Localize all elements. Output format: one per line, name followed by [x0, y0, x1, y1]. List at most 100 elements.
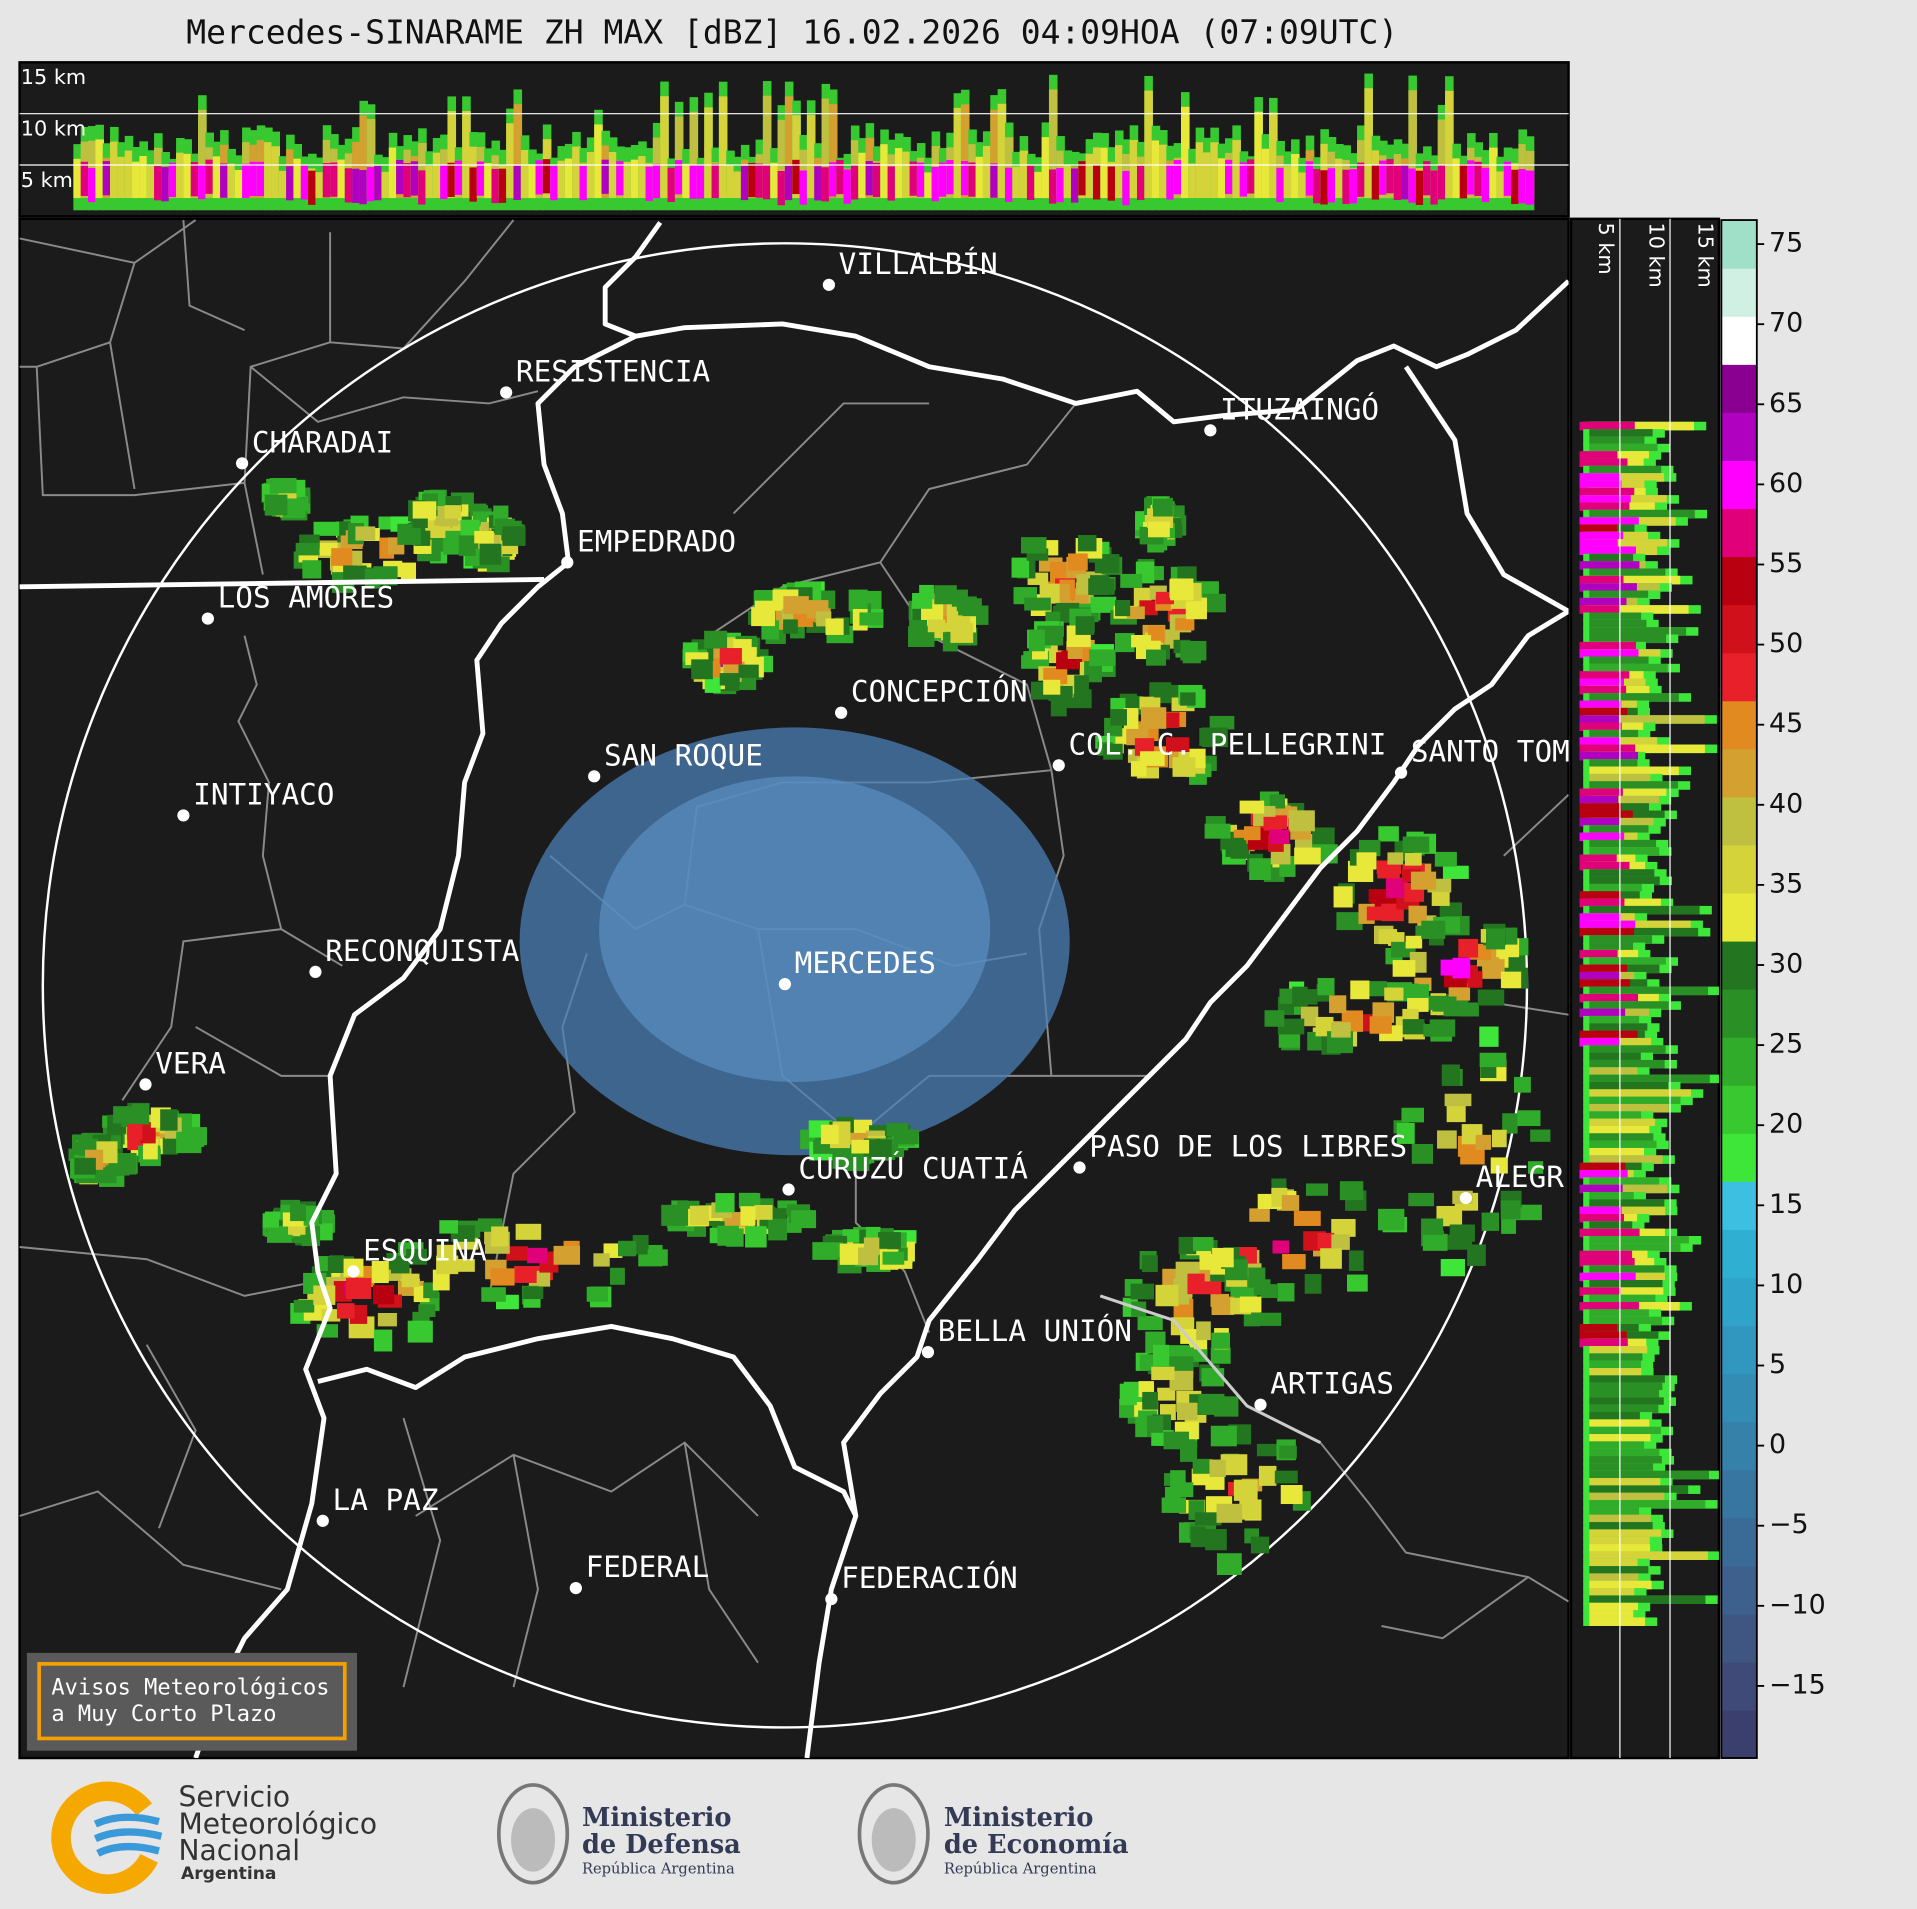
echo-cell [269, 478, 297, 494]
echo-cell [1169, 1370, 1194, 1391]
colorbar-band [1721, 460, 1757, 510]
echo-cell [689, 1205, 710, 1226]
echo-column [396, 159, 405, 195]
city-label: LA PAZ [333, 1483, 439, 1517]
echo-cell [514, 1266, 537, 1283]
colorbar-band [1721, 1325, 1757, 1375]
echo-column [1408, 168, 1417, 203]
echo-column [88, 167, 97, 203]
echo-column [608, 152, 618, 199]
echo-column [176, 152, 185, 199]
echo-cell [1269, 829, 1290, 845]
echo-column [278, 170, 288, 199]
echo-column [557, 160, 567, 199]
echo-column [271, 146, 280, 199]
echo-row [1589, 1096, 1681, 1106]
echo-cell [704, 630, 728, 649]
echo-row [1589, 744, 1705, 754]
echo-cell [848, 589, 868, 612]
echo-cell [1170, 1470, 1186, 1491]
echo-cell [1178, 1236, 1197, 1255]
colorbar-band [1721, 1421, 1757, 1471]
echo-row [1589, 1390, 1660, 1399]
echo-column [806, 114, 816, 199]
echo-column [381, 171, 391, 199]
echo-column [1393, 165, 1403, 201]
echo-row [1589, 1346, 1648, 1355]
colorbar-band [1721, 1661, 1757, 1711]
colorbar-band [1721, 1181, 1757, 1230]
echo-row [1589, 605, 1689, 614]
city-label: VILLALBÍN [839, 246, 998, 281]
echo-row [1589, 1294, 1656, 1304]
echo-row [1589, 1353, 1643, 1362]
echo-cell [1422, 1233, 1448, 1251]
colorbar-band [1721, 508, 1757, 558]
echo-column [579, 165, 589, 201]
warning-text: a Muy Corto Plazo [51, 1702, 276, 1727]
echo-row [1589, 817, 1654, 827]
echo-column [1195, 142, 1205, 199]
echo-cell [1230, 843, 1250, 859]
echo-column [843, 169, 853, 204]
echo-row [1579, 421, 1635, 431]
echo-cell [481, 1287, 506, 1302]
logo-text: República Argentina [582, 1860, 735, 1877]
echo-column [616, 161, 625, 196]
echo-column [1063, 165, 1073, 199]
echo-column [718, 96, 728, 199]
echo-row [1589, 715, 1705, 724]
echo-row [1579, 803, 1622, 812]
defensa-logo: Ministerio de Defensa República Argentin… [496, 1783, 741, 1885]
echo-cell [909, 619, 928, 633]
echo-row [1589, 1558, 1638, 1568]
echo-cell [1411, 1144, 1434, 1164]
echo-cell [1331, 1218, 1356, 1237]
echo-cell [355, 526, 376, 541]
city-label: LOS AMORES [218, 581, 395, 615]
colorbar-band [1721, 1709, 1757, 1759]
colorbar-band [1721, 844, 1757, 894]
echo-column [242, 163, 251, 199]
echo-cell [661, 1204, 689, 1226]
echo-row [1589, 1470, 1709, 1480]
echo-column [1019, 150, 1029, 199]
echo-cell [1153, 498, 1173, 517]
echo-cell [1140, 751, 1165, 766]
echo-column [990, 109, 999, 199]
echo-row [1589, 1375, 1665, 1384]
echo-row [1579, 832, 1625, 842]
echo-cell [1248, 1267, 1266, 1288]
echo-row [1589, 898, 1661, 908]
echo-cell [474, 530, 494, 544]
echo-cell [74, 1157, 96, 1175]
province-border [19, 219, 539, 575]
echo-row [1589, 1147, 1644, 1157]
echo-cell [1050, 697, 1067, 717]
city-dot [309, 965, 322, 979]
height-label: 15 km [1693, 223, 1717, 288]
echo-row [1589, 1067, 1638, 1076]
city-dot [500, 386, 513, 399]
city-dot [1204, 424, 1217, 437]
colorbar-band [1721, 892, 1757, 942]
echo-row [1589, 1206, 1666, 1216]
colorbar-band [1721, 604, 1757, 654]
echo-column [946, 160, 955, 195]
echo-column [1327, 168, 1337, 203]
echo-row [1579, 502, 1630, 512]
echo-column [447, 111, 457, 199]
echo-cell [343, 565, 367, 581]
river [602, 221, 1569, 425]
echo-cell [142, 1139, 158, 1160]
echo-cell [293, 1299, 315, 1313]
city-label: SAN ROQUE [604, 738, 763, 772]
echo-row [1589, 1081, 1669, 1091]
echo-row [1579, 473, 1621, 482]
city-dot [235, 457, 249, 470]
echo-cell [515, 1223, 542, 1240]
echo-cell [1011, 557, 1030, 578]
echo-row [1589, 1485, 1689, 1494]
echo-cell [1205, 1529, 1227, 1551]
echo-cell [491, 1226, 509, 1247]
